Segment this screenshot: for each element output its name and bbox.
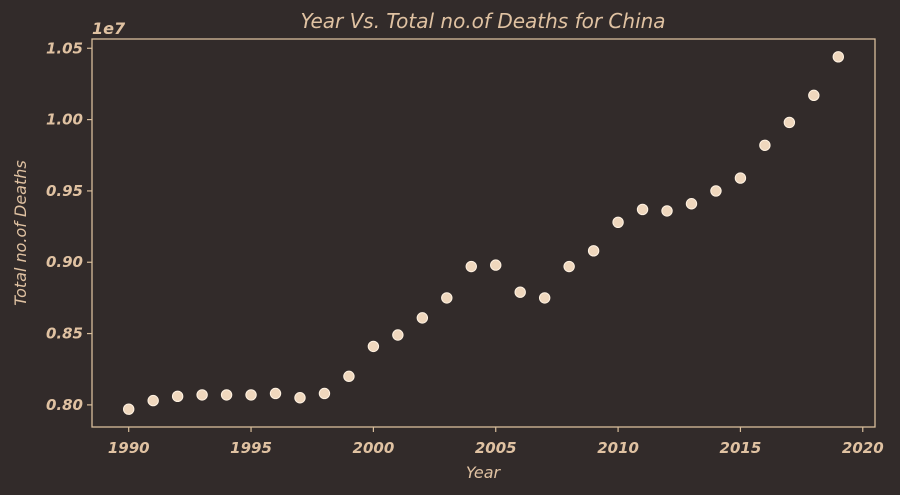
data-point xyxy=(538,292,551,304)
data-point xyxy=(661,205,673,217)
x-tick-label: 2015 xyxy=(720,439,762,457)
data-point xyxy=(392,329,404,341)
data-point xyxy=(294,392,306,404)
y-tick-label: 0.95 xyxy=(46,182,83,200)
data-point xyxy=(636,203,649,216)
chart-title: Year Vs. Total no.of Deaths for China xyxy=(300,9,665,33)
plot-frame xyxy=(91,38,876,428)
data-point xyxy=(832,51,844,63)
data-point xyxy=(123,403,135,415)
data-point xyxy=(220,389,233,401)
data-point xyxy=(685,198,698,210)
data-point xyxy=(587,245,600,257)
x-tick-label: 1995 xyxy=(230,439,272,457)
x-tick-label: 2010 xyxy=(597,439,639,457)
x-axis-label: Year xyxy=(466,463,502,482)
data-points xyxy=(123,51,844,415)
y-axis-label: Total no.of Deaths xyxy=(11,160,30,305)
data-point xyxy=(563,260,575,273)
data-point xyxy=(514,286,526,298)
data-point xyxy=(196,389,208,401)
data-point xyxy=(318,387,331,400)
data-point xyxy=(490,259,502,271)
axis-ticks: 1990 1995 2000 2005 2010 2015 2020 0.80 0.85 0.90… xyxy=(46,39,884,457)
x-tick-label: 2020 xyxy=(842,439,884,457)
data-point xyxy=(416,312,429,324)
data-point xyxy=(734,172,747,184)
y-tick-label: 1.05 xyxy=(46,39,83,57)
data-point xyxy=(710,185,722,197)
data-point xyxy=(269,387,282,400)
data-point xyxy=(343,370,355,383)
data-point xyxy=(245,389,257,401)
data-point xyxy=(759,139,771,151)
x-tick-label: 1990 xyxy=(108,439,150,457)
y-tick-label: 1.00 xyxy=(46,111,83,129)
y-axis-offset-label: 1e7 xyxy=(92,19,126,38)
y-tick-label: 0.85 xyxy=(46,325,83,343)
data-point xyxy=(147,394,159,407)
x-tick-label: 2000 xyxy=(353,439,395,457)
data-point xyxy=(171,390,184,403)
data-point xyxy=(808,89,820,102)
data-point xyxy=(612,216,624,229)
y-tick-label: 0.90 xyxy=(46,253,83,271)
data-point xyxy=(783,116,796,129)
data-point xyxy=(441,292,453,304)
y-tick-label: 0.80 xyxy=(46,396,83,414)
data-point xyxy=(465,260,477,273)
data-point xyxy=(367,340,380,353)
x-tick-label: 2005 xyxy=(475,439,517,457)
